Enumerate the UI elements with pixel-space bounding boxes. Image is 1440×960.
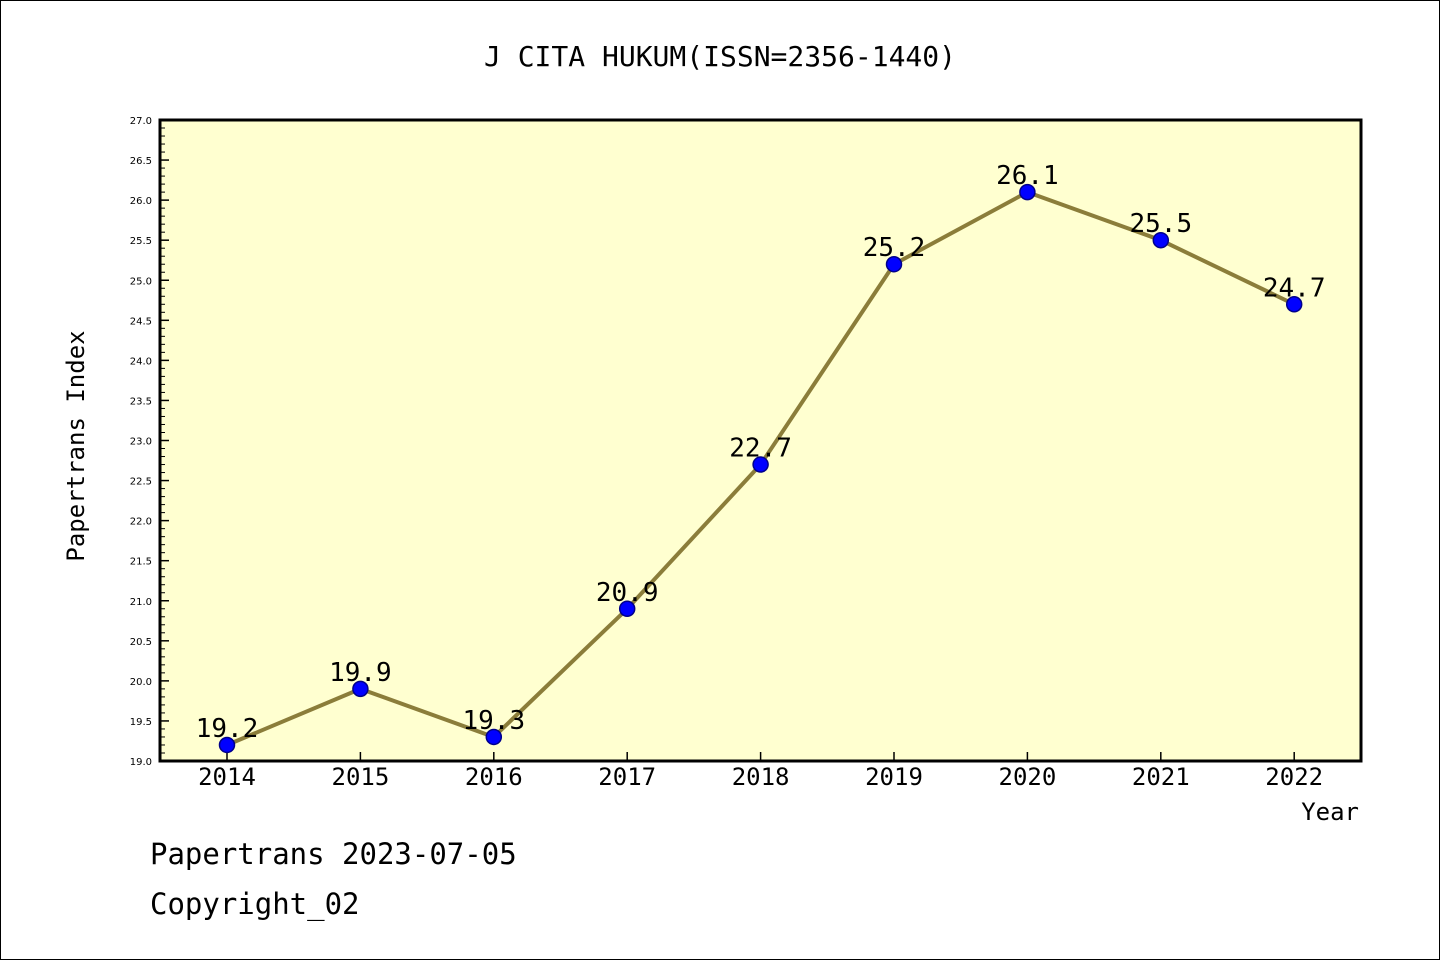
data-labels: 19.2 19.9 19.3 20.9 22.7 25.2 26.1 25.5 24.7 [196,161,1326,744]
y-tick-label: 22.0 [130,517,152,528]
y-tick-label: 21.0 [130,597,152,608]
data-point [1152,231,1170,249]
x-tick-label: 2022 [1265,763,1323,791]
y-tick-label: 23.5 [130,396,152,407]
y-tick-label: 23.0 [130,437,152,448]
x-tick-label: 2017 [598,763,656,791]
x-tick-label: 2014 [198,763,256,791]
y-tick-label: 24.5 [130,316,152,327]
data-label: 19.9 [329,658,392,688]
data-label: 19.2 [196,714,259,744]
data-label: 22.7 [729,434,792,464]
y-tick-label: 19.5 [130,717,152,728]
data-label: 24.7 [1263,273,1326,303]
x-tick-label: 2018 [732,763,790,791]
x-tick-label: 2015 [332,763,390,791]
plot-border [158,118,1363,763]
footer-date: Papertrans 2023-07-05 [150,837,517,871]
data-point [618,600,636,618]
plot-area [160,120,1361,761]
x-tick-label: 2020 [999,763,1057,791]
data-label: 26.1 [996,161,1059,191]
y-tick-label: 25.0 [130,276,152,287]
x-tick-label: 2019 [865,763,923,791]
y-axis-ticks: 19.0 19.5 20.0 20.5 21.0 21.5 22.0 22.5 23.0 23.5… [130,116,169,768]
data-point [352,680,369,698]
data-point [1019,183,1036,201]
data-label: 25.2 [863,233,926,263]
x-axis-label: Year [1301,798,1359,826]
data-point [1285,296,1303,313]
y-tick-label: 25.5 [130,236,152,247]
x-axis-ticks: 2014 2015 2016 2017 2018 2019 2020 2021 2022 [198,752,1323,791]
y-tick-label: 21.5 [130,557,152,568]
y-tick-label: 20.0 [130,677,152,688]
data-point [885,255,903,273]
y-tick-label: 26.5 [130,156,152,167]
data-point [485,728,503,746]
y-axis-label: Papertrans Index [62,330,90,561]
chart-title: J CITA HUKUM(ISSN=2356-1440) [484,40,956,73]
x-tick-label: 2016 [465,763,523,791]
data-point [752,456,769,473]
y-tick-label: 20.5 [130,637,152,648]
data-label: 25.5 [1129,209,1192,239]
y-tick-label: 24.0 [130,356,152,367]
y-tick-label: 19.0 [130,757,152,768]
data-point [218,736,236,754]
data-label: 20.9 [596,578,659,608]
data-points [218,183,1303,754]
x-tick-label: 2021 [1132,763,1190,791]
y-tick-label: 22.5 [130,477,152,488]
data-label: 19.3 [462,706,525,736]
footer-copyright: Copyright_02 [150,887,360,922]
y-tick-label: 26.0 [130,196,152,207]
y-tick-label: 27.0 [130,116,152,127]
